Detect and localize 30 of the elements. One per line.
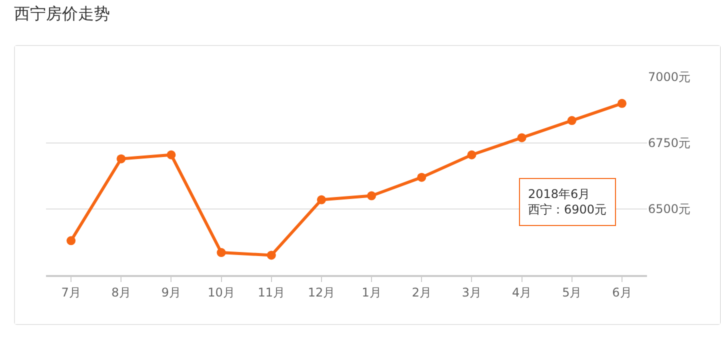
point bbox=[417, 172, 426, 182]
x-tick-label: 4月 bbox=[512, 285, 532, 300]
x-tick-label: 11月 bbox=[258, 285, 286, 300]
x-tick-label: 12月 bbox=[308, 285, 336, 300]
point bbox=[116, 154, 126, 164]
x-tick-label: 2月 bbox=[412, 285, 432, 300]
x-tick-label: 5月 bbox=[562, 285, 582, 300]
point bbox=[316, 195, 326, 204]
x-tick-label: 8月 bbox=[111, 285, 131, 300]
chart-title: 西宁房价走势 bbox=[14, 4, 110, 25]
point bbox=[367, 191, 376, 200]
annotation: 西宁：6900元 bbox=[528, 202, 607, 217]
point bbox=[216, 248, 226, 258]
y-tick-label: 7000元 bbox=[648, 70, 691, 84]
x-tick-label: 3月 bbox=[462, 285, 482, 300]
point bbox=[66, 236, 76, 246]
point bbox=[517, 133, 526, 142]
point bbox=[266, 250, 276, 260]
x-tick-label: 7月 bbox=[61, 285, 81, 300]
annotation: 2018年6月 bbox=[528, 187, 590, 201]
x-tick-label: 6月 bbox=[612, 285, 632, 300]
point bbox=[567, 116, 576, 126]
x-tick-label: 9月 bbox=[161, 285, 182, 300]
point bbox=[467, 150, 476, 160]
x-tick-label: 1月 bbox=[362, 285, 382, 300]
point bbox=[166, 150, 176, 160]
y-tick-label: 6500元 bbox=[648, 202, 691, 216]
point bbox=[617, 98, 626, 108]
x-tick-label: 10月 bbox=[208, 285, 235, 300]
y-tick-label: 6750元 bbox=[648, 136, 691, 150]
